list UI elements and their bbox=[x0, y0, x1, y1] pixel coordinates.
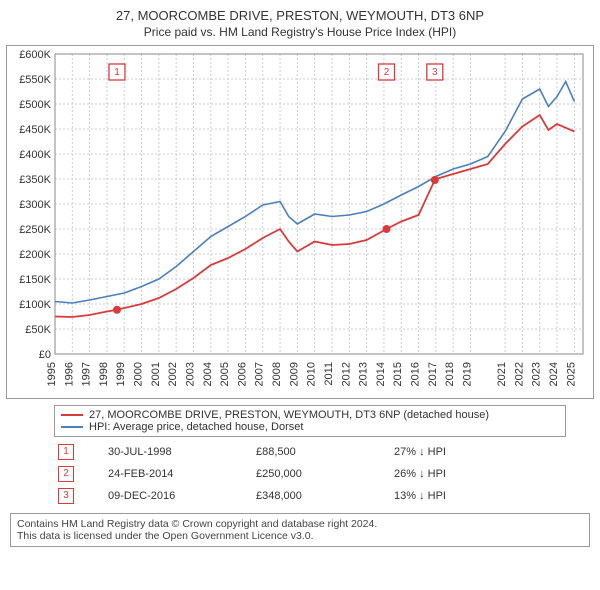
svg-text:2003: 2003 bbox=[184, 362, 196, 386]
sale-marker-label: 1 bbox=[114, 67, 120, 78]
svg-text:1998: 1998 bbox=[98, 362, 110, 386]
svg-text:£150K: £150K bbox=[19, 274, 51, 286]
page-title: 27, MOORCOMBE DRIVE, PRESTON, WEYMOUTH, … bbox=[6, 8, 594, 23]
event-marker-icon: 3 bbox=[58, 488, 74, 504]
svg-text:2012: 2012 bbox=[340, 362, 352, 386]
svg-text:2009: 2009 bbox=[288, 362, 300, 386]
svg-text:2002: 2002 bbox=[167, 362, 179, 386]
table-row: 2 24-FEB-2014 £250,000 26% ↓ HPI bbox=[54, 463, 566, 485]
legend-swatch bbox=[61, 426, 83, 428]
svg-text:£450K: £450K bbox=[19, 124, 51, 136]
event-date: 24-FEB-2014 bbox=[104, 463, 252, 485]
svg-text:2018: 2018 bbox=[444, 362, 456, 386]
legend-label: 27, MOORCOMBE DRIVE, PRESTON, WEYMOUTH, … bbox=[89, 409, 489, 421]
sale-point-icon bbox=[431, 176, 439, 184]
event-delta: 27% ↓ HPI bbox=[390, 441, 566, 463]
svg-text:2024: 2024 bbox=[548, 362, 560, 386]
svg-text:1997: 1997 bbox=[81, 362, 93, 386]
svg-text:2010: 2010 bbox=[306, 362, 318, 386]
svg-text:£400K: £400K bbox=[19, 149, 51, 161]
legend-label: HPI: Average price, detached house, Dors… bbox=[89, 421, 303, 433]
svg-text:2013: 2013 bbox=[358, 362, 370, 386]
svg-text:2017: 2017 bbox=[427, 362, 439, 386]
svg-text:£350K: £350K bbox=[19, 174, 51, 186]
svg-text:2011: 2011 bbox=[323, 362, 335, 386]
event-marker-icon: 2 bbox=[58, 466, 74, 482]
svg-text:£600K: £600K bbox=[19, 49, 51, 61]
svg-text:2016: 2016 bbox=[410, 362, 422, 386]
event-date: 30-JUL-1998 bbox=[104, 441, 252, 463]
event-date: 09-DEC-2016 bbox=[104, 485, 252, 507]
svg-text:1995: 1995 bbox=[46, 362, 58, 386]
sale-point-icon bbox=[383, 225, 391, 233]
svg-text:£200K: £200K bbox=[19, 249, 51, 261]
svg-text:2000: 2000 bbox=[133, 362, 145, 386]
svg-text:2006: 2006 bbox=[236, 362, 248, 386]
chart-legend: 27, MOORCOMBE DRIVE, PRESTON, WEYMOUTH, … bbox=[54, 405, 566, 437]
event-delta: 13% ↓ HPI bbox=[390, 485, 566, 507]
svg-text:2022: 2022 bbox=[513, 362, 525, 386]
sale-marker-label: 2 bbox=[384, 67, 390, 78]
table-row: 1 30-JUL-1998 £88,500 27% ↓ HPI bbox=[54, 441, 566, 463]
svg-text:2004: 2004 bbox=[202, 362, 214, 386]
event-price: £88,500 bbox=[252, 441, 390, 463]
svg-text:2023: 2023 bbox=[531, 362, 543, 386]
legend-swatch bbox=[61, 414, 83, 416]
event-price: £250,000 bbox=[252, 463, 390, 485]
legend-item: 27, MOORCOMBE DRIVE, PRESTON, WEYMOUTH, … bbox=[61, 409, 559, 421]
svg-text:2015: 2015 bbox=[392, 362, 404, 386]
svg-text:2008: 2008 bbox=[271, 362, 283, 386]
page-subtitle: Price paid vs. HM Land Registry's House … bbox=[6, 25, 594, 39]
svg-text:£0: £0 bbox=[39, 349, 51, 361]
svg-text:2005: 2005 bbox=[219, 362, 231, 386]
svg-text:2021: 2021 bbox=[496, 362, 508, 386]
svg-text:2025: 2025 bbox=[565, 362, 577, 386]
svg-text:£50K: £50K bbox=[25, 324, 51, 336]
event-marker-icon: 1 bbox=[58, 444, 74, 460]
attribution-footer: Contains HM Land Registry data © Crown c… bbox=[10, 513, 590, 547]
svg-text:£100K: £100K bbox=[19, 299, 51, 311]
svg-text:£550K: £550K bbox=[19, 74, 51, 86]
svg-text:2019: 2019 bbox=[461, 362, 473, 386]
svg-text:2001: 2001 bbox=[150, 362, 162, 386]
sale-events-table: 1 30-JUL-1998 £88,500 27% ↓ HPI 2 24-FEB… bbox=[54, 441, 566, 507]
sale-marker-label: 3 bbox=[432, 67, 438, 78]
price-chart: £0 £50K £100K £150K £200K £250K £300K £350K £400… bbox=[6, 45, 594, 399]
svg-text:1996: 1996 bbox=[63, 362, 75, 386]
sale-point-icon bbox=[113, 306, 121, 314]
table-row: 3 09-DEC-2016 £348,000 13% ↓ HPI bbox=[54, 485, 566, 507]
svg-text:£250K: £250K bbox=[19, 224, 51, 236]
svg-text:£300K: £300K bbox=[19, 199, 51, 211]
event-delta: 26% ↓ HPI bbox=[390, 463, 566, 485]
svg-text:£500K: £500K bbox=[19, 99, 51, 111]
footer-line: This data is licensed under the Open Gov… bbox=[17, 530, 583, 542]
legend-item: HPI: Average price, detached house, Dors… bbox=[61, 421, 559, 433]
svg-text:2007: 2007 bbox=[254, 362, 266, 386]
svg-text:2014: 2014 bbox=[375, 362, 387, 386]
footer-line: Contains HM Land Registry data © Crown c… bbox=[17, 518, 583, 530]
event-price: £348,000 bbox=[252, 485, 390, 507]
svg-text:1999: 1999 bbox=[115, 362, 127, 386]
